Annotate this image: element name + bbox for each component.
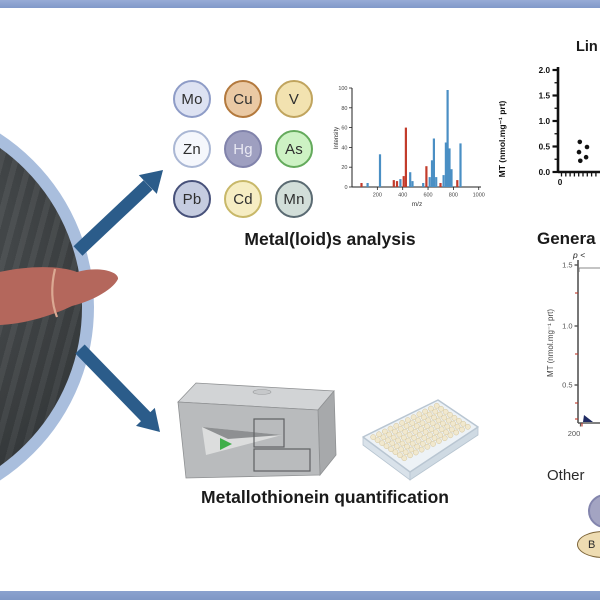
top-border-bar [0, 0, 600, 8]
svg-text:600: 600 [423, 193, 432, 199]
svg-text:60: 60 [341, 126, 347, 132]
svg-text:80: 80 [341, 106, 347, 112]
svg-text:p <: p < [572, 250, 585, 260]
general-section-title: Genera [537, 229, 596, 248]
svg-text:40: 40 [341, 145, 347, 151]
metals-analysis-label: Metal(loid)s analysis [244, 229, 416, 249]
svg-text:1000: 1000 [473, 193, 485, 199]
element-circle-zn: Zn [173, 130, 211, 168]
metallothionein-quantification-label: Metallothionein quantification [201, 487, 449, 507]
element-circle-cd: Cd [224, 180, 262, 218]
liver-body [0, 267, 119, 325]
svg-text:Intensity: Intensity [334, 127, 340, 149]
element-circle-as: As [275, 130, 313, 168]
arrow-down-right-icon [75, 344, 160, 432]
metal-elements-grid: Mo Cu V Zn Hg As Pb Cd Mn [173, 80, 339, 218]
svg-text:0.5: 0.5 [539, 143, 551, 152]
svg-text:20: 20 [341, 165, 347, 171]
other-section-label: Other [547, 467, 585, 484]
svg-text:0.5: 0.5 [562, 381, 572, 390]
svg-text:1.5: 1.5 [562, 261, 572, 270]
plate-reader-illustration [177, 382, 337, 479]
svg-text:0: 0 [344, 185, 347, 191]
microplate-illustration [362, 399, 479, 481]
device-logo-icon [202, 427, 282, 455]
bottom-border-bar [0, 591, 600, 600]
liver-illustration [0, 267, 119, 325]
device-panel-large [253, 448, 311, 472]
device-panel-small [253, 418, 285, 448]
element-circle-mo: Mo [173, 80, 211, 118]
linearity-chart: MT (nmol.mg⁻¹ prt) 0.0 0.5 1.0 1.5 2.0 0 [497, 66, 600, 187]
svg-text:800: 800 [449, 193, 458, 199]
microplate-wells [370, 402, 471, 462]
element-circle-pb: Pb [173, 180, 211, 218]
other-metal-ellipse-label: B [588, 538, 596, 551]
general-comparison-chart: MT (nmol.mg⁻¹ prt) 1.5 1.0 0.5 200 p < [546, 250, 600, 438]
arrow-up-right-icon [73, 170, 163, 256]
svg-text:1.0: 1.0 [539, 117, 551, 126]
element-circle-v: V [275, 80, 313, 118]
svg-text:0: 0 [558, 178, 563, 187]
mass-spectrum-chart: 0 20 40 60 80 100 200 400 600 800 1000 m/z Intensity [334, 86, 485, 208]
element-circle-cu: Cu [224, 80, 262, 118]
element-circle-hg: Hg [224, 130, 262, 168]
linearity-chart-title: Lin [576, 39, 598, 55]
svg-text:100: 100 [338, 86, 347, 92]
device-lid-button [252, 389, 272, 395]
liver-ligament-line [51, 268, 59, 318]
svg-text:2.0: 2.0 [539, 66, 551, 75]
element-circle-mn: Mn [275, 180, 313, 218]
svg-text:0.0: 0.0 [539, 168, 551, 177]
svg-text:400: 400 [398, 193, 407, 199]
svg-text:MT (nmol.mg⁻¹ prt): MT (nmol.mg⁻¹ prt) [546, 309, 555, 377]
svg-text:200: 200 [373, 193, 382, 199]
svg-text:1.0: 1.0 [562, 322, 572, 331]
svg-text:m/z: m/z [412, 201, 422, 208]
svg-text:200: 200 [568, 429, 581, 438]
svg-text:1.5: 1.5 [539, 92, 551, 101]
svg-text:MT (nmol.mg⁻¹ prt): MT (nmol.mg⁻¹ prt) [497, 100, 507, 177]
